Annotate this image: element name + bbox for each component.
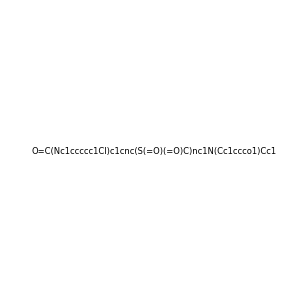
Text: O=C(Nc1ccccc1Cl)c1cnc(S(=O)(=O)C)nc1N(Cc1ccco1)Cc1: O=C(Nc1ccccc1Cl)c1cnc(S(=O)(=O)C)nc1N(Cc…	[31, 147, 276, 156]
